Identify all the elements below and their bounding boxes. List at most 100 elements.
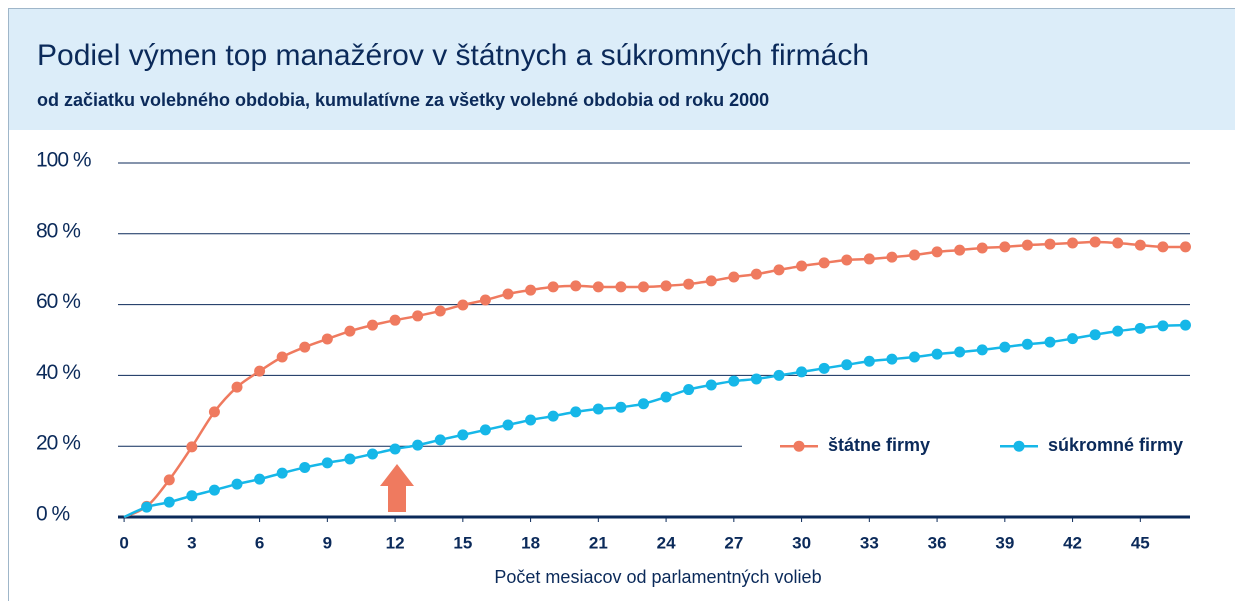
point: [1089, 236, 1101, 248]
chart-subtitle: od začiatku volebného obdobia, kumulatív…: [37, 90, 770, 110]
point: [773, 264, 785, 276]
point: [479, 424, 491, 436]
point: [863, 355, 875, 367]
point: [547, 281, 559, 293]
y-tick-label: 40 %: [36, 361, 80, 384]
point: [705, 275, 717, 287]
point: [796, 366, 808, 378]
point: [412, 310, 424, 322]
x-tick-label: 6: [255, 533, 264, 552]
point: [615, 401, 627, 413]
y-tick-label: 100 %: [36, 149, 91, 172]
x-tick-label: 42: [1063, 533, 1082, 552]
x-tick-label: 3: [187, 533, 196, 552]
legend-label: štátne firmy: [828, 435, 930, 455]
point: [954, 244, 966, 256]
point: [434, 434, 446, 446]
point: [1021, 338, 1033, 350]
point: [660, 280, 672, 292]
point: [728, 375, 740, 387]
x-tick-label: 36: [928, 533, 947, 552]
point: [931, 246, 943, 258]
point: [592, 403, 604, 415]
x-tick-label: 12: [386, 533, 405, 552]
point: [683, 278, 695, 290]
x-tick-label: 33: [860, 533, 879, 552]
point: [525, 284, 537, 296]
point: [637, 398, 649, 410]
point: [705, 379, 717, 391]
point: [321, 457, 333, 469]
point: [208, 484, 220, 496]
point: [141, 501, 153, 513]
x-tick-label: 9: [323, 533, 332, 552]
point: [908, 351, 920, 363]
point: [276, 351, 288, 363]
point: [186, 441, 198, 453]
point: [276, 467, 288, 479]
point: [1112, 237, 1124, 249]
frame: [8, 130, 9, 601]
point: [299, 341, 311, 353]
point: [976, 242, 988, 254]
point: [389, 314, 401, 326]
point: [886, 251, 898, 263]
point: [750, 373, 762, 385]
point: [547, 410, 559, 422]
point: [321, 333, 333, 345]
point: [163, 496, 175, 508]
point: [479, 294, 491, 306]
point: [208, 406, 220, 418]
point: [344, 453, 356, 465]
x-tick-label: 21: [589, 533, 608, 552]
point: [683, 384, 695, 396]
point: [412, 439, 424, 451]
point: [954, 346, 966, 358]
point: [841, 359, 853, 371]
point: [1089, 329, 1101, 341]
point: [231, 381, 243, 393]
point: [796, 260, 808, 272]
x-tick-label: 30: [792, 533, 811, 552]
y-tick-label: 20 %: [36, 432, 80, 455]
point: [976, 344, 988, 356]
point: [886, 353, 898, 365]
point: [570, 406, 582, 418]
point: [502, 419, 514, 431]
x-tick-label: 27: [724, 533, 743, 552]
x-tick-label: 24: [657, 533, 676, 552]
point: [908, 249, 920, 261]
point: [254, 473, 266, 485]
point: [525, 414, 537, 426]
point: [841, 254, 853, 266]
point: [999, 241, 1011, 253]
point: [367, 319, 379, 331]
point: [660, 391, 672, 403]
x-tick-label: 0: [119, 533, 128, 552]
point: [231, 478, 243, 490]
point: [1134, 239, 1146, 251]
y-tick-label: 0 %: [36, 503, 70, 526]
x-tick-label: 45: [1131, 533, 1150, 552]
point: [186, 490, 198, 502]
point: [389, 443, 401, 455]
point: [434, 305, 446, 317]
x-tick-label: 18: [521, 533, 540, 552]
y-tick-label: 80 %: [36, 219, 80, 242]
point: [1179, 241, 1191, 253]
point: [1021, 239, 1033, 251]
point: [1179, 319, 1191, 331]
x-tick-label: 15: [453, 533, 472, 552]
x-tick-label: 39: [995, 533, 1014, 552]
point: [615, 281, 627, 293]
header: Podiel výmen top manažérov v štátnych a …: [8, 8, 1235, 130]
point: [592, 281, 604, 293]
x-axis-label: Počet mesiacov od parlamentných volieb: [494, 567, 821, 587]
legend-label: súkromné firmy: [1048, 435, 1183, 455]
point: [1134, 322, 1146, 334]
chart-title: Podiel výmen top manažérov v štátnych a …: [37, 39, 870, 72]
point: [1067, 237, 1079, 249]
point: [299, 461, 311, 473]
